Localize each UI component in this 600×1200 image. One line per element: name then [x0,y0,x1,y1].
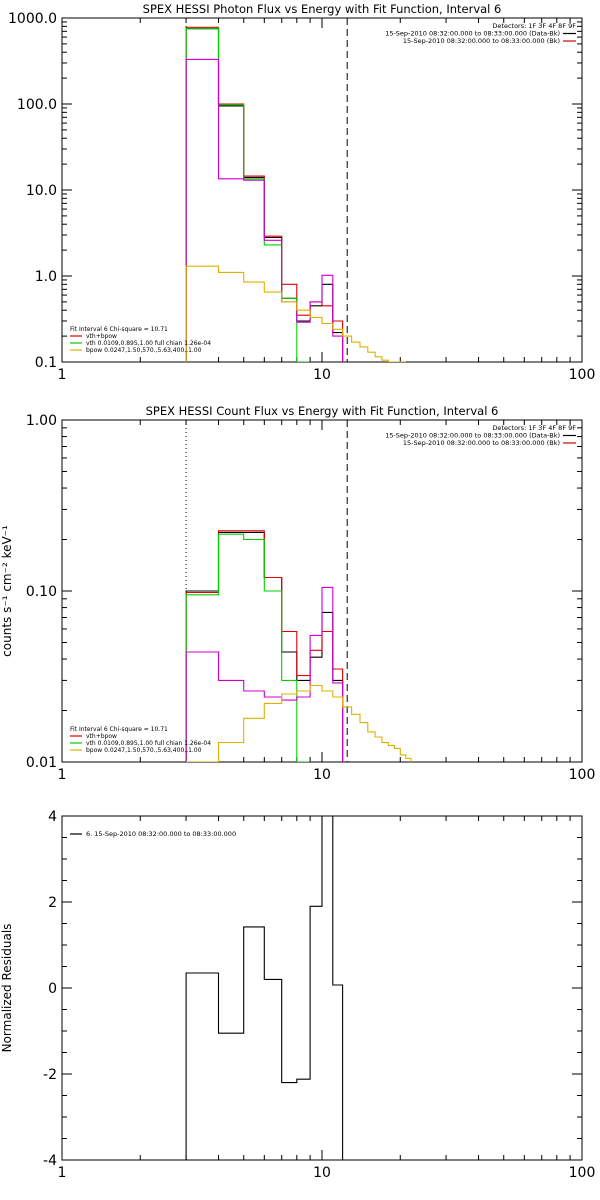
x-tick-label: 10 [313,367,331,383]
series-line-3 [185,58,344,362]
data-layer [185,816,344,1160]
y-axis-label: counts s⁻¹ cm⁻² keV⁻¹ [0,525,14,657]
y-tick-label: 100.0 [17,97,57,113]
legend-bottom-entry: vth+bpow [86,333,117,340]
chart-panel-1: SPEX HESSI Photon Flux vs Energy with Fi… [8,2,595,383]
chart-title: SPEX HESSI Count Flux vs Energy with Fit… [146,404,499,418]
x-tick-label: 100 [569,1165,596,1181]
x-tick-label: 10 [313,1165,331,1181]
chart-title: SPEX HESSI Photon Flux vs Energy with Fi… [143,2,502,16]
y-tick-label: 0.10 [26,584,57,600]
y-tick-label: 0 [48,981,57,997]
y-tick-label: 0.01 [26,755,57,771]
series-line-0 [185,816,344,1160]
legend-bottom-entry: Fit Interval 6 Chi-square = 10.71 [70,326,168,333]
x-tick-label: 1 [58,1165,67,1181]
series-line-2 [185,533,311,762]
legend-bottom-entry: bpow 0.0247,1.50,570.,5.63,400.,1.00 [86,347,202,354]
y-tick-label: -2 [43,1067,57,1083]
series-line-4 [185,265,406,362]
y-tick-label: 4 [48,809,57,825]
data-layer [185,18,406,362]
series-line-4 [186,684,412,762]
y-axis-label: Normalized Residuals [0,924,14,1053]
plot-frame [61,17,583,363]
x-tick-label: 10 [313,767,331,783]
series-line-1 [185,26,344,362]
chart-panel-3: Normalized Residuals 1 10 100 -4 -2 0 2 4 6. 15-S… [0,809,595,1181]
x-tick-label: 1 [58,767,67,783]
series-line-3 [185,586,344,762]
legend-bottom-entry: vth+bpow [86,733,117,740]
legend-top-entry: Detectors: 1F 3F 4F 8F 9F [492,424,576,432]
series-line-2 [185,27,311,362]
x-tick-label: 100 [569,767,596,783]
y-tick-label: -4 [43,1153,57,1169]
legend-top-entry: 15-Sep-2010 08:32:00.000 to 08:33:00.000… [385,30,560,38]
legend-top-entry: 15-Sep-2010 08:32:00.000 to 08:33:00.000… [385,432,560,440]
y-tick-label: 10.0 [26,183,57,199]
x-tick-label: 100 [569,367,596,383]
legend-top-entry: 15-Sep-2010 08:32:00.000 to 08:33:00.000… [403,37,560,45]
legend-top-entry: Detectors: 1F 3F 4F 8F 9F [492,22,576,30]
y-tick-label: 2 [48,895,57,911]
legend-top-entry: 15-Sep-2010 08:32:00.000 to 08:33:00.000… [403,439,560,447]
legend-bottom-entry: bpow 0.0247,1.50,570.,5.63,400.,1.00 [86,747,202,754]
y-tick-label: 0.1 [35,355,57,371]
y-tick-label: 1.00 [26,413,57,429]
x-tick-label: 1 [58,367,67,383]
legend-bottom-entry: vth 0.0109,0.895,1.00 full chian 1.26e-0… [86,340,211,347]
legend-bottom-entry: vth 0.0109,0.895,1.00 full chian 1.26e-0… [86,740,211,747]
y-tick-label: 1000.0 [8,11,57,27]
chart-panel-2: SPEX HESSI Count Flux vs Energy with Fit… [0,404,595,783]
y-tick-label: 1.0 [35,269,57,285]
legend-bottom-entry: Fit Interval 6 Chi-square = 10.71 [70,726,168,733]
data-layer [185,420,412,762]
legend-entry: 6. 15-Sep-2010 08:32:00.000 to 08:33:00.… [86,830,236,838]
